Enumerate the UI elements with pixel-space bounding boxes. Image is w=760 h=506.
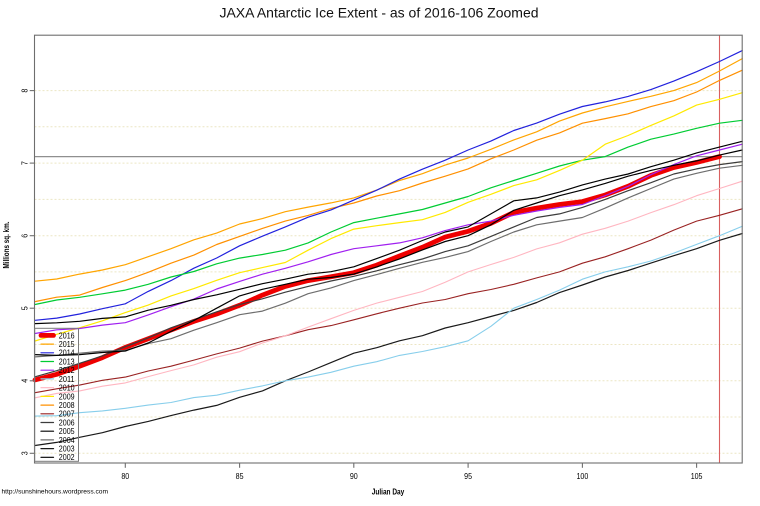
svg-text:7: 7	[20, 161, 30, 165]
svg-text:95: 95	[464, 471, 472, 481]
svg-text:2010: 2010	[59, 383, 75, 393]
svg-text:2002: 2002	[59, 452, 75, 462]
svg-text:6: 6	[20, 234, 30, 238]
svg-text:90: 90	[350, 471, 358, 481]
svg-text:5: 5	[20, 306, 30, 310]
svg-text:2012: 2012	[59, 365, 75, 375]
svg-text:2004: 2004	[59, 435, 75, 445]
svg-text:85: 85	[236, 471, 244, 481]
svg-text:2005: 2005	[59, 426, 75, 436]
svg-text:100: 100	[577, 471, 589, 481]
svg-text:2006: 2006	[59, 417, 75, 427]
svg-text:2015: 2015	[59, 339, 75, 349]
svg-text:80: 80	[121, 471, 129, 481]
svg-text:2016: 2016	[59, 330, 75, 340]
svg-text:2007: 2007	[59, 409, 75, 419]
svg-text:JAXA Antarctic Ice Extent - as: JAXA Antarctic Ice Extent - as of 2016-1…	[219, 5, 538, 21]
svg-text:Julian Day: Julian Day	[372, 488, 405, 497]
svg-text:Millions sq. km.: Millions sq. km.	[2, 222, 11, 269]
svg-text:2014: 2014	[59, 348, 75, 358]
svg-text:2008: 2008	[59, 400, 75, 410]
svg-text:http://sunshinehours.wordpress: http://sunshinehours.wordpress.com	[2, 489, 109, 496]
svg-text:2009: 2009	[59, 391, 75, 401]
svg-text:105: 105	[691, 471, 703, 481]
svg-text:2013: 2013	[59, 356, 75, 366]
svg-text:2003: 2003	[59, 444, 75, 454]
svg-text:4: 4	[20, 379, 30, 383]
svg-text:2011: 2011	[59, 374, 75, 384]
svg-text:3: 3	[20, 451, 30, 455]
svg-text:8: 8	[20, 88, 30, 92]
